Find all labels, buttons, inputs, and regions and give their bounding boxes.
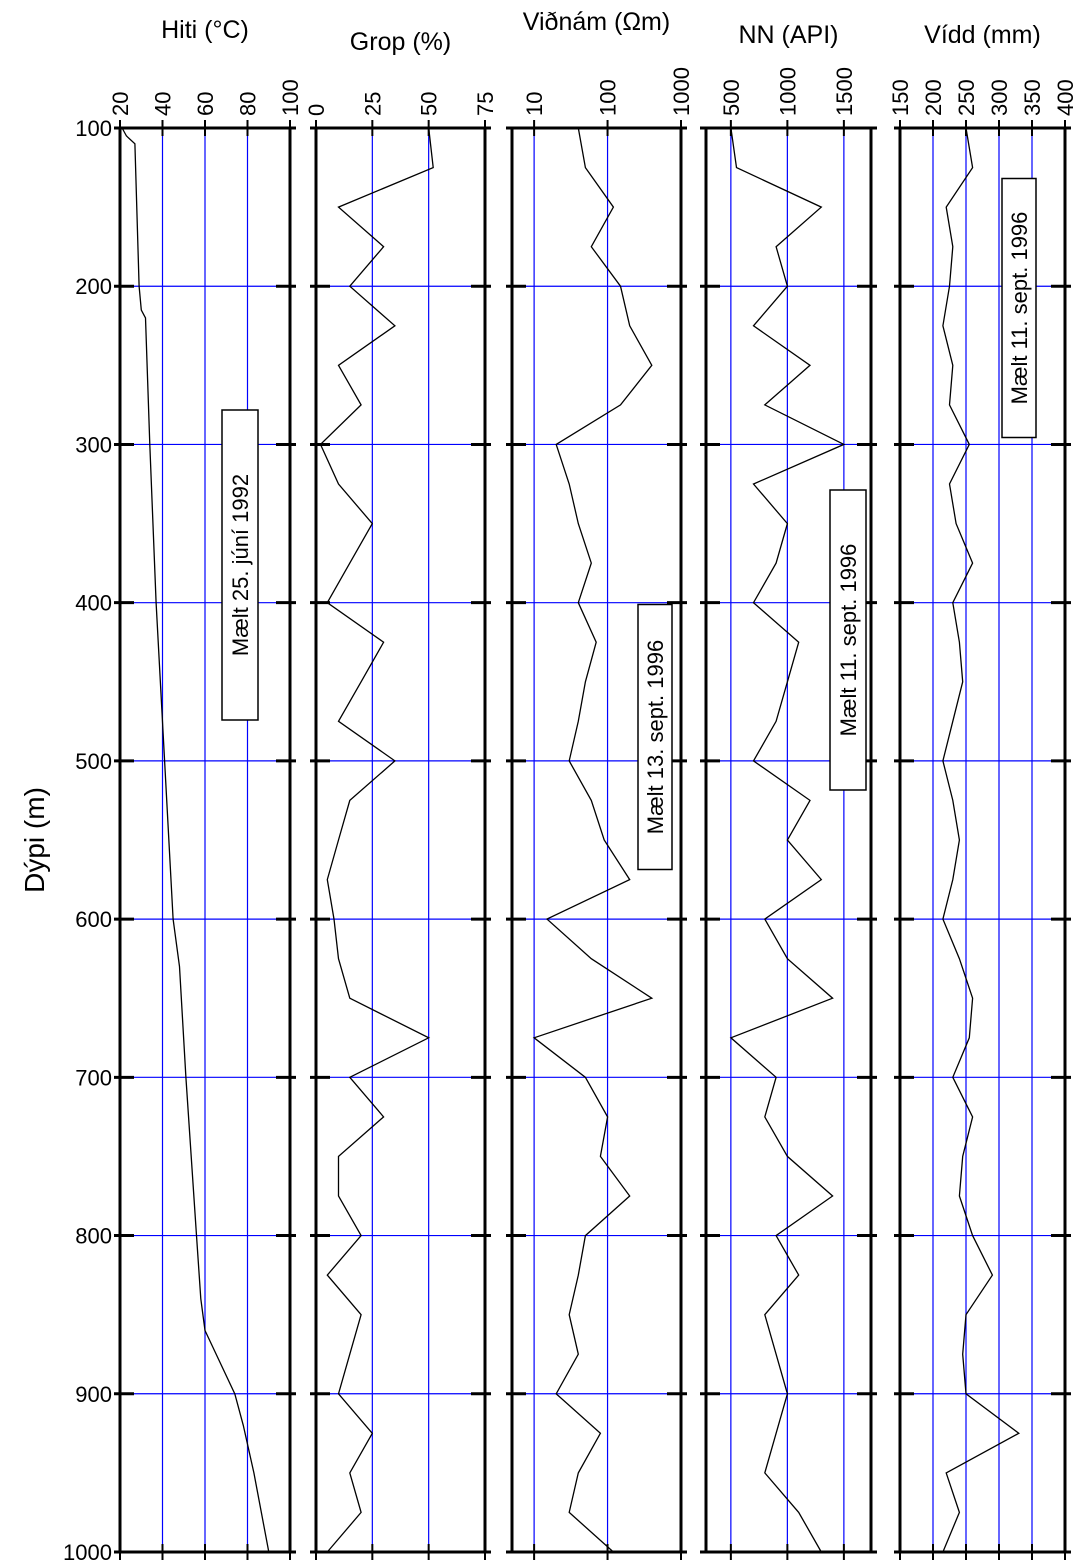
track-frame bbox=[704, 126, 873, 1554]
x-tick-label: 1500 bbox=[832, 67, 857, 116]
y-tick-label: 200 bbox=[75, 274, 112, 299]
x-tick-label: 25 bbox=[360, 92, 385, 116]
annotation: Mælt 13. sept. 1996 bbox=[643, 640, 668, 834]
x-tick-label: 200 bbox=[921, 79, 946, 116]
annotation: Mælt 25. júní 1992 bbox=[228, 474, 253, 656]
log-curve bbox=[532, 127, 654, 1553]
log-curve bbox=[942, 127, 1020, 1553]
y-axis-label: Dýpi (m) bbox=[19, 787, 50, 893]
x-tick-label: 0 bbox=[304, 104, 329, 116]
track-frame bbox=[510, 126, 683, 1554]
y-tick-label: 500 bbox=[75, 749, 112, 774]
x-tick-label: 150 bbox=[888, 79, 913, 116]
track-title: Viðnám (Ωm) bbox=[523, 8, 670, 36]
track-title: Vídd (mm) bbox=[924, 21, 1041, 49]
x-tick-label: 350 bbox=[1020, 79, 1045, 116]
log-curve bbox=[729, 127, 846, 1553]
x-tick-label: 300 bbox=[987, 79, 1012, 116]
x-tick-label: 400 bbox=[1053, 79, 1078, 116]
x-tick-label: 1000 bbox=[775, 67, 800, 116]
annotation-box bbox=[829, 489, 867, 791]
y-tick-label: 600 bbox=[75, 907, 112, 932]
track-frame bbox=[898, 126, 1067, 1554]
annotation-box bbox=[1001, 177, 1037, 439]
y-tick-label: 900 bbox=[75, 1382, 112, 1407]
track-frame bbox=[314, 126, 487, 1554]
x-tick-label: 50 bbox=[417, 92, 442, 116]
y-tick-label: 400 bbox=[75, 591, 112, 616]
x-tick-label: 250 bbox=[954, 79, 979, 116]
x-tick-label: 100 bbox=[278, 79, 303, 116]
track-title: NN (API) bbox=[739, 21, 839, 49]
track-title: Grop (%) bbox=[350, 28, 451, 56]
log-curve bbox=[121, 127, 270, 1553]
annotation: Mælt 11. sept. 1996 bbox=[1007, 212, 1032, 405]
x-tick-label: 80 bbox=[236, 92, 261, 116]
x-tick-label: 1000 bbox=[669, 67, 694, 116]
y-tick-label: 1000 bbox=[63, 1540, 112, 1565]
x-tick-label: 60 bbox=[193, 92, 218, 116]
y-tick-label: 100 bbox=[75, 116, 112, 141]
y-tick-label: 800 bbox=[75, 1224, 112, 1249]
track-title: Hiti (°C) bbox=[161, 16, 249, 44]
annotation: Mælt 11. sept. 1996 bbox=[836, 544, 861, 737]
x-tick-label: 10 bbox=[522, 92, 547, 116]
log-curve bbox=[319, 127, 434, 1553]
x-tick-label: 20 bbox=[108, 92, 133, 116]
annotation-box bbox=[221, 409, 259, 721]
x-tick-label: 500 bbox=[719, 79, 744, 116]
y-tick-label: 700 bbox=[75, 1065, 112, 1090]
annotation-box bbox=[637, 603, 673, 871]
y-tick-label: 300 bbox=[75, 432, 112, 457]
x-tick-label: 100 bbox=[596, 79, 621, 116]
x-tick-label: 75 bbox=[473, 92, 498, 116]
x-tick-label: 40 bbox=[151, 92, 176, 116]
